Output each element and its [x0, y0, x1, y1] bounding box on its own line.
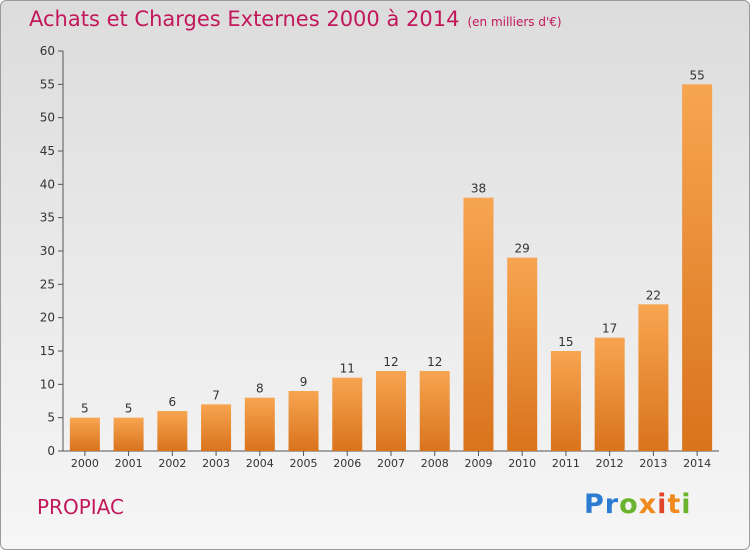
- data-label: 7: [212, 388, 220, 402]
- chart-unit: (en milliers d'€): [467, 15, 562, 29]
- bar: [594, 337, 625, 451]
- data-label: 17: [602, 322, 617, 336]
- x-tick-label: 2002: [158, 457, 186, 470]
- x-tick-label: 2008: [421, 457, 449, 470]
- x-tick-label: 2013: [639, 457, 667, 470]
- bar: [113, 417, 144, 451]
- bar: [638, 304, 669, 451]
- bar: [463, 197, 494, 451]
- x-tick-label: 2000: [71, 457, 99, 470]
- y-tick-label: 0: [47, 444, 55, 458]
- proxiti-logo: Proxiti: [584, 489, 692, 520]
- bar: [550, 351, 581, 451]
- chart-title: Achats et Charges Externes 2000 à 2014 (e…: [29, 7, 562, 31]
- data-label: 5: [81, 402, 89, 416]
- x-tick-label: 2009: [464, 457, 492, 470]
- bar: [507, 257, 538, 451]
- data-label: 12: [427, 355, 442, 369]
- data-label: 11: [340, 362, 355, 376]
- data-label: 15: [558, 335, 573, 349]
- y-tick-label: 25: [40, 277, 55, 291]
- commune-name: PROPIAC: [37, 495, 124, 519]
- data-label: 6: [169, 395, 177, 409]
- data-label: 55: [689, 68, 704, 82]
- y-tick-label: 50: [40, 111, 55, 125]
- bar: [288, 391, 319, 451]
- data-label: 29: [515, 242, 530, 256]
- bar: [682, 84, 713, 451]
- bar: [201, 404, 232, 451]
- bar: [376, 371, 406, 451]
- chart-title-text: Achats et Charges Externes 2000 à 2014: [29, 7, 460, 31]
- data-label: 12: [383, 355, 398, 369]
- bar: [157, 411, 188, 451]
- x-tick-label: 2011: [552, 457, 580, 470]
- x-tick-label: 2014: [683, 457, 711, 470]
- y-tick-label: 5: [47, 411, 55, 425]
- y-tick-label: 60: [40, 44, 55, 58]
- y-tick-label: 30: [40, 244, 55, 258]
- data-label: 38: [471, 182, 486, 196]
- x-tick-label: 2004: [246, 457, 274, 470]
- data-label: 22: [646, 288, 661, 302]
- y-tick-label: 10: [40, 377, 55, 391]
- y-tick-label: 45: [40, 144, 55, 158]
- bar: [244, 397, 275, 451]
- data-label: 5: [125, 402, 133, 416]
- bar: [419, 371, 450, 451]
- x-tick-label: 2006: [333, 457, 361, 470]
- y-tick-label: 40: [40, 177, 55, 191]
- x-tick-label: 2001: [115, 457, 143, 470]
- bar: [332, 377, 363, 451]
- y-tick-label: 35: [40, 211, 55, 225]
- data-label: 9: [300, 375, 308, 389]
- x-tick-label: 2005: [290, 457, 318, 470]
- y-tick-label: 20: [40, 311, 55, 325]
- y-tick-label: 55: [40, 77, 55, 91]
- x-tick-label: 2010: [508, 457, 536, 470]
- bar: [69, 417, 100, 451]
- x-tick-label: 2003: [202, 457, 230, 470]
- data-label: 8: [256, 382, 264, 396]
- y-tick-label: 15: [40, 344, 55, 358]
- x-tick-label: 2007: [377, 457, 405, 470]
- x-tick-label: 2012: [596, 457, 624, 470]
